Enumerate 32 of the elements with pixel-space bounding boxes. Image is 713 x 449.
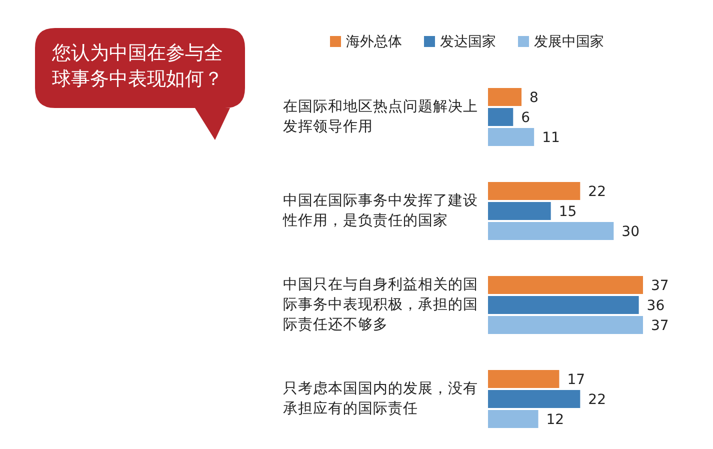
data-label: 22	[588, 184, 606, 200]
text: 您认为中国在参与全球事务中表现如何？	[52, 41, 224, 92]
bar	[488, 88, 522, 106]
bar	[488, 202, 551, 220]
bar	[488, 296, 639, 314]
y-tick-label: 在国际和地区热点问题解决上发挥领导作用	[283, 98, 479, 137]
y-tick-label: 中国只在与自身利益相关的国际事务中表现积极，承担的国际责任还不够多	[283, 276, 479, 335]
bar	[488, 128, 534, 146]
data-label: 22	[588, 392, 606, 408]
bar	[488, 316, 643, 334]
bar	[488, 108, 514, 126]
bar	[488, 222, 614, 240]
data-label: 6	[521, 110, 530, 126]
data-label: 11	[542, 130, 560, 146]
bar	[488, 410, 538, 428]
bar	[488, 390, 580, 408]
legend-label: 海外总体	[346, 34, 402, 50]
bar	[488, 370, 560, 388]
data-label: 37	[651, 318, 669, 334]
data-label: 15	[558, 204, 577, 220]
data-label: 17	[567, 372, 586, 388]
bar	[488, 276, 643, 294]
data-label: 36	[646, 298, 665, 314]
bar	[488, 182, 580, 200]
data-label: 12	[546, 412, 564, 428]
legend-label: 发展中国家	[534, 34, 604, 50]
data-label: 37	[651, 278, 669, 294]
data-label: 8	[530, 90, 538, 106]
y-tick-label: 只考虑本国国内的发展，没有承担应有的国际责任	[283, 380, 479, 419]
y-tick-label: 中国在国际事务中发挥了建设性作用，是负责任的国家	[283, 192, 479, 231]
data-label: 30	[622, 224, 640, 240]
legend-label: 发达国家	[440, 34, 496, 50]
